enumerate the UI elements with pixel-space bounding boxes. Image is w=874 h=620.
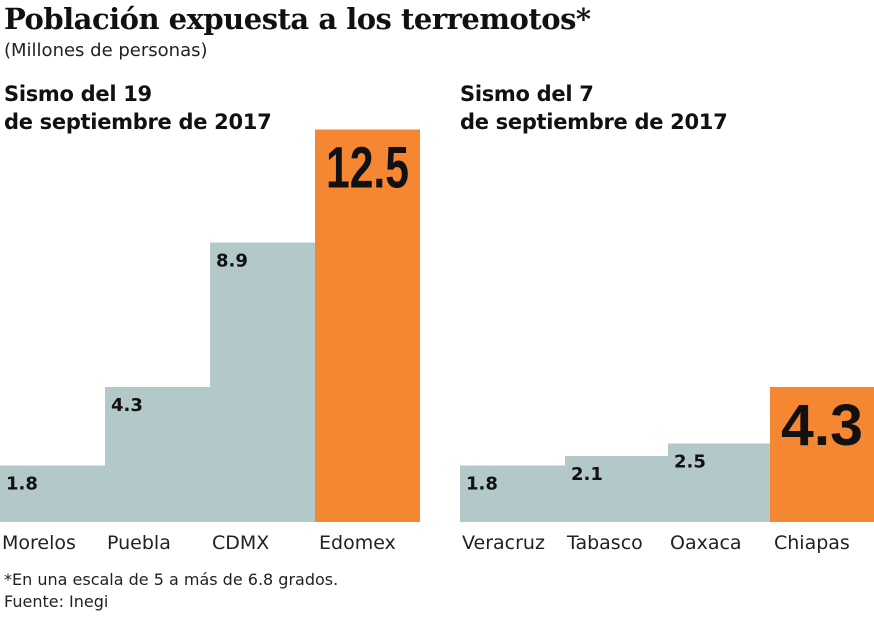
data-label: 4.3 — [781, 393, 863, 458]
bar-puebla — [105, 386, 210, 522]
bar-veracruz — [460, 465, 565, 522]
panel-title-line1: Sismo del 19 — [4, 82, 152, 106]
data-label: 1.8 — [6, 473, 38, 494]
data-label: 1.8 — [466, 473, 498, 494]
bar-edomex — [315, 129, 420, 522]
source: Fuente: Inegi — [4, 592, 109, 611]
panel-title-line2: de septiembre de 2017 — [4, 110, 272, 134]
category-label: Edomex — [319, 532, 396, 554]
category-label: Puebla — [107, 532, 171, 554]
chart-title: Población expuesta a los terremotos* — [4, 2, 591, 36]
bar-chiapas — [770, 386, 874, 522]
panel-title-7-sept: Sismo del 7 de septiembre de 2017 — [460, 80, 728, 136]
data-label: 12.5 — [326, 136, 409, 201]
category-label: Chiapas — [774, 532, 850, 554]
bar-tabasco — [565, 456, 668, 522]
bar-morelos — [0, 465, 105, 522]
category-label: CDMX — [212, 532, 269, 554]
category-label: Oaxaca — [670, 532, 742, 554]
category-label: Tabasco — [566, 532, 643, 554]
bar-cdmx — [210, 242, 315, 523]
category-label: Morelos — [2, 532, 76, 554]
panel-title-line1: Sismo del 7 — [460, 82, 594, 106]
category-label: Veracruz — [462, 532, 545, 554]
footnote: *En una escala de 5 a más de 6.8 grados. — [4, 570, 339, 589]
bar-oaxaca — [668, 443, 770, 522]
data-label: 2.1 — [571, 464, 603, 485]
data-label: 4.3 — [111, 395, 143, 416]
chart-subtitle: (Millones de personas) — [4, 40, 208, 61]
data-label: 8.9 — [216, 251, 248, 272]
data-label: 2.5 — [674, 452, 706, 473]
panel-title-line2: de septiembre de 2017 — [460, 110, 728, 134]
panel-title-19-sept: Sismo del 19 de septiembre de 2017 — [4, 80, 272, 136]
